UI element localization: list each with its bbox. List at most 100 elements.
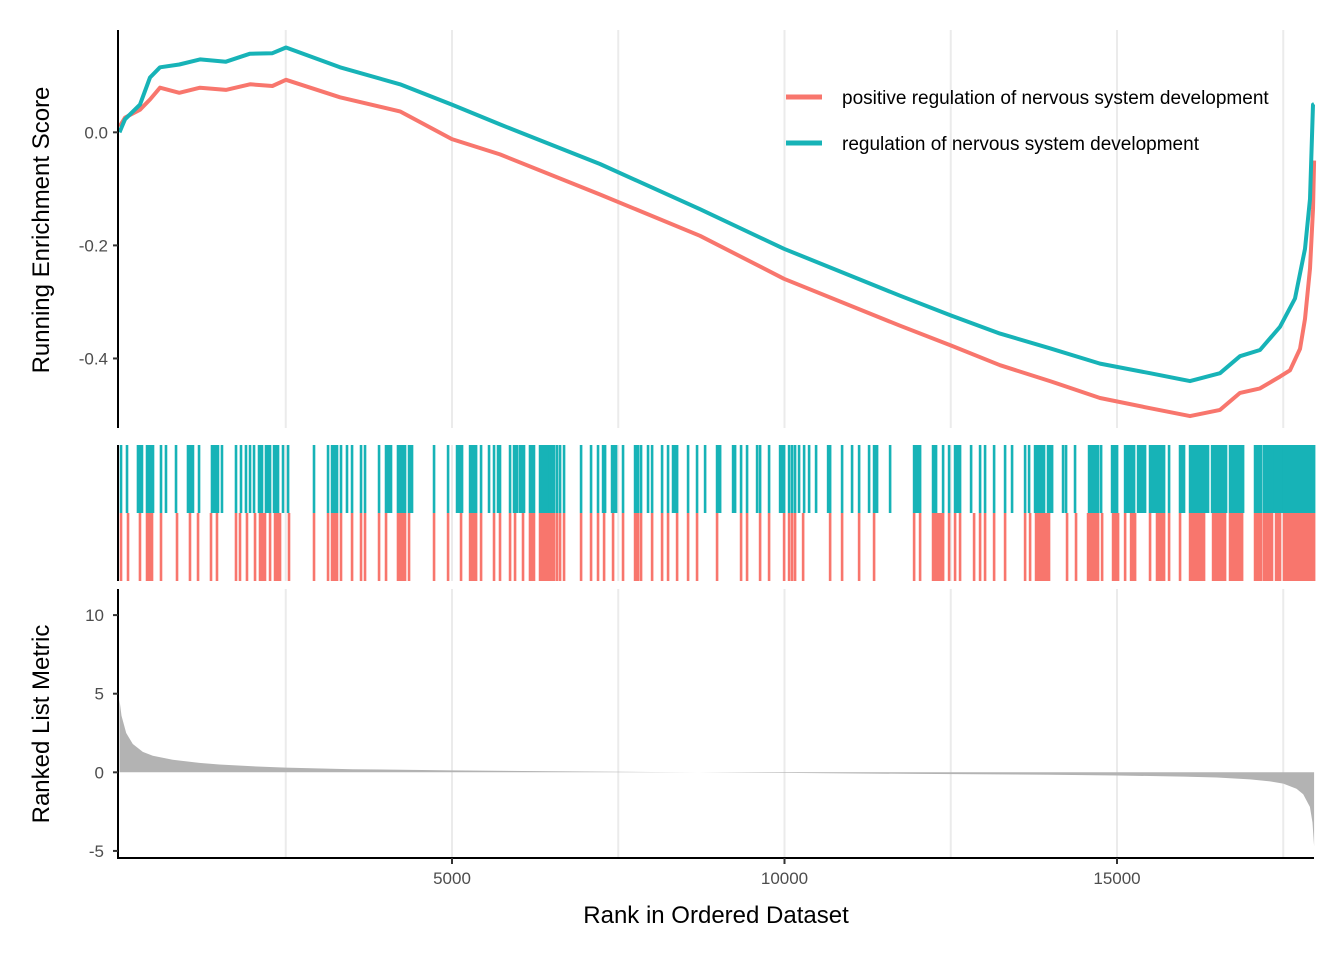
hit-mark-positive-regulation bbox=[432, 513, 436, 581]
hit-mark-positive-regulation bbox=[459, 513, 463, 581]
hit-mark-regulation bbox=[136, 445, 144, 513]
hit-mark-positive-regulation bbox=[145, 513, 154, 581]
hit-mark-regulation bbox=[660, 445, 664, 513]
hit-mark-regulation bbox=[601, 445, 607, 513]
hit-mark-positive-regulation bbox=[639, 513, 643, 581]
hit-mark-positive-regulation bbox=[1155, 513, 1166, 581]
hit-mark-regulation bbox=[1167, 445, 1171, 513]
hit-mark-regulation bbox=[455, 445, 464, 513]
hit-mark-regulation bbox=[872, 445, 879, 513]
hit-mark-regulation bbox=[345, 445, 349, 513]
hit-mark-regulation bbox=[558, 445, 562, 513]
hit-mark-positive-regulation bbox=[1023, 513, 1027, 581]
hit-mark-positive-regulation bbox=[468, 513, 478, 581]
hit-mark-positive-regulation bbox=[492, 513, 496, 581]
y-tick-label: -5 bbox=[89, 842, 104, 861]
hit-mark-regulation bbox=[508, 445, 512, 513]
hit-mark-regulation bbox=[512, 445, 519, 513]
hit-mark-regulation bbox=[983, 445, 987, 513]
es-line-regulation bbox=[117, 45, 1315, 384]
hit-mark-positive-regulation bbox=[715, 513, 719, 581]
hit-mark-positive-regulation bbox=[562, 513, 566, 581]
hit-mark-positive-regulation bbox=[1228, 513, 1244, 581]
es-y-axis-title: Running Enrichment Score bbox=[28, 87, 55, 374]
hit-mark-regulation bbox=[164, 445, 168, 513]
hit-mark-positive-regulation bbox=[918, 513, 922, 581]
hit-mark-positive-regulation bbox=[1178, 513, 1182, 581]
hit-mark-regulation bbox=[1099, 445, 1103, 513]
hit-mark-positive-regulation bbox=[339, 513, 343, 581]
es-gridlines bbox=[284, 30, 1285, 428]
hit-mark-regulation bbox=[538, 445, 550, 513]
hit-mark-regulation bbox=[969, 445, 973, 513]
hit-mark-positive-regulation bbox=[767, 513, 771, 581]
hit-mark-regulation bbox=[731, 445, 737, 513]
enrichment-score-panel: 0.0 -0.2 -0.4 Running Enrichment Score bbox=[28, 30, 1317, 428]
hit-mark-regulation bbox=[802, 445, 806, 513]
hit-mark-regulation bbox=[363, 445, 367, 513]
hit-mark-positive-regulation bbox=[745, 513, 749, 581]
hit-mark-positive-regulation bbox=[273, 513, 282, 581]
hit-mark-positive-regulation bbox=[633, 513, 640, 581]
hit-mark-regulation bbox=[339, 445, 343, 513]
hit-mark-regulation bbox=[941, 445, 945, 513]
hit-mark-regulation bbox=[220, 445, 224, 513]
hit-mark-regulation bbox=[555, 445, 559, 513]
hit-mark-regulation bbox=[1253, 445, 1263, 513]
hit-mark-regulation bbox=[496, 445, 500, 513]
hit-mark-positive-regulation bbox=[972, 513, 976, 581]
hit-mark-regulation bbox=[281, 445, 285, 513]
hit-mark-regulation bbox=[186, 445, 195, 513]
hit-mark-positive-regulation bbox=[602, 513, 606, 581]
hit-mark-regulation bbox=[826, 445, 832, 513]
hit-mark-positive-regulation bbox=[666, 513, 670, 581]
hit-mark-regulation bbox=[548, 445, 556, 513]
hit-mark-positive-regulation bbox=[695, 513, 699, 581]
hit-mark-regulation bbox=[814, 445, 818, 513]
hit-mark-regulation bbox=[1027, 445, 1031, 513]
hit-mark-regulation bbox=[257, 445, 264, 513]
hit-mark-positive-regulation bbox=[1282, 513, 1316, 581]
hit-mark-positive-regulation bbox=[209, 513, 213, 581]
hit-mark-regulation bbox=[686, 445, 690, 513]
hit-mark-regulation bbox=[492, 445, 496, 513]
hit-mark-regulation bbox=[479, 445, 483, 513]
hit-mark-regulation bbox=[867, 445, 871, 513]
hit-mark-positive-regulation bbox=[1123, 513, 1127, 581]
hit-mark-regulation bbox=[119, 445, 123, 513]
hit-mark-positive-regulation bbox=[188, 513, 192, 581]
y-tick-label: -0.2 bbox=[79, 236, 108, 255]
hit-mark-positive-regulation bbox=[787, 513, 791, 581]
hit-mark-regulation bbox=[234, 445, 238, 513]
hit-mark-regulation bbox=[1010, 445, 1014, 513]
hit-mark-regulation bbox=[384, 445, 393, 513]
hit-mark-regulation bbox=[350, 445, 354, 513]
hit-mark-positive-regulation bbox=[403, 513, 407, 581]
legend-item-regulation: regulation of nervous system development bbox=[786, 134, 1200, 155]
hit-mark-positive-regulation bbox=[1034, 513, 1051, 581]
ranked-metric-area bbox=[119, 700, 1315, 847]
hit-mark-positive-regulation bbox=[258, 513, 267, 581]
hit-mark-positive-regulation bbox=[912, 513, 916, 581]
hit-mark-positive-regulation bbox=[138, 513, 142, 581]
hit-mark-regulation bbox=[621, 445, 625, 513]
hit-mark-positive-regulation bbox=[611, 513, 615, 581]
metric-y-axis-title: Ranked List Metric bbox=[28, 625, 55, 824]
hit-mark-regulation bbox=[197, 445, 201, 513]
hit-mark-regulation bbox=[210, 445, 220, 513]
hit-mark-regulation bbox=[264, 445, 272, 513]
hit-mark-regulation bbox=[671, 445, 679, 513]
hit-mark-positive-regulation bbox=[508, 513, 512, 581]
gene-hits-panel bbox=[117, 445, 1316, 581]
hit-mark-positive-regulation bbox=[782, 513, 786, 581]
hit-mark-positive-regulation bbox=[1086, 513, 1100, 581]
hit-mark-positive-regulation bbox=[548, 513, 556, 581]
hit-mark-regulation bbox=[1128, 445, 1136, 513]
hit-mark-positive-regulation bbox=[215, 513, 219, 581]
hit-mark-regulation bbox=[797, 445, 801, 513]
hit-mark-regulation bbox=[807, 445, 811, 513]
hit-mark-regulation bbox=[1210, 445, 1228, 513]
hit-mark-positive-regulation bbox=[350, 513, 354, 581]
hit-mark-regulation bbox=[715, 445, 722, 513]
hit-mark-positive-regulation bbox=[758, 513, 762, 581]
